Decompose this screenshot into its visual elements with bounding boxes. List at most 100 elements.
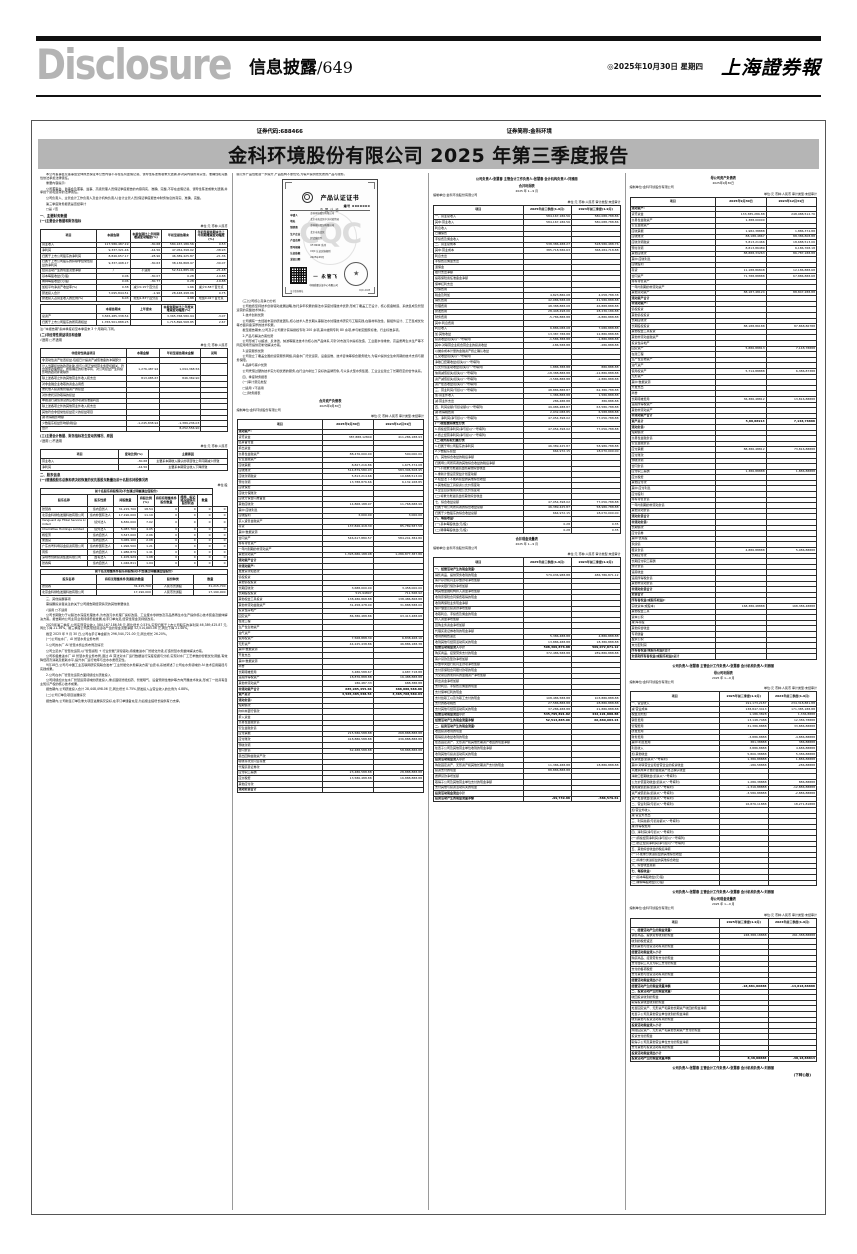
row-value: 4.88	[161, 295, 196, 303]
parent-cash-flow-title: 母公司现金流量表	[710, 897, 737, 902]
row-value-current: 1,386,888.88	[522, 392, 573, 400]
row-value: 1,046,811	[112, 560, 138, 567]
row-label: 对外委托贷款取得的损益	[40, 392, 127, 399]
masthead-top-rule	[36, 36, 821, 41]
row-value-prior: 67,886,888.68	[765, 272, 818, 280]
row-value	[200, 362, 228, 377]
table-row: 1.持续经营净利润(净亏损以"-"号填列) 47,054,398.02 77,056…	[433, 426, 621, 433]
certificate-field: 制造商 金科环境股份有限公司	[290, 224, 370, 229]
row-value-prior	[571, 437, 621, 445]
row-value-prior	[372, 428, 425, 436]
table-row: 其他权益工具投资	[629, 328, 818, 336]
column-3: 公司负责人:张慧春 主管会计工作负责人:张慧春 会计机构负责人:刘雅丽 合并利润…	[428, 173, 625, 1210]
row-value-prior	[765, 440, 818, 448]
row-value-prior: 11,768,688.98	[372, 501, 425, 508]
row-value-prior: 386,888.88	[571, 398, 621, 405]
variance-explanation-table: 项目 变动比例(%) 主要原因 营业收入 -30.68 主要系本期收入确认的项目较上年同期…	[39, 449, 228, 471]
row-value-prior: 77,056,788.88	[571, 426, 621, 433]
row-value-prior	[767, 1033, 817, 1040]
column-header: 项目	[236, 419, 324, 430]
row-value-prior: 1,586,888.88	[571, 392, 621, 400]
security-short-name: 证券简称:金科环境	[506, 129, 552, 135]
section-2-check[interactable]: √适用 □不适用	[40, 338, 62, 343]
row-value-current	[522, 269, 573, 277]
parent-income-statement: 项目 2025年前三季度(1-9月) 2024年前三季度(1-9月) 一、营业收入 19…	[629, 691, 818, 887]
table-row: 预收款项	[629, 457, 818, 465]
paragraph: 本公司董事会及董事会全体成员保证本公告内容不存在任何虚假记载、误导性陈述或者重大…	[40, 173, 228, 180]
column-header: 2024年前三季度(1-9月)	[767, 691, 817, 702]
column-header: 持有有限售条件股份数量	[153, 493, 180, 508]
row-value-prior	[765, 485, 818, 493]
row-value-prior	[372, 495, 425, 503]
column-header: 上年度末	[129, 304, 163, 315]
row-value-prior: 73,816,88888	[765, 446, 818, 453]
row-value-current	[522, 280, 573, 288]
row-label: 净利润	[39, 464, 120, 471]
column-header: 主要原因	[148, 449, 228, 460]
table1-unit: 单位:元 币种:人民币	[200, 224, 228, 229]
row-value-prior	[765, 423, 818, 431]
consolidated-income-statement: 项目 2025年前三季度(1-9月) 2024年前三季度(1-9月) 一、营业总收入 5…	[433, 204, 621, 534]
row-value-current	[322, 786, 374, 794]
table-row: 以摊余成本计量的金融资产终止确认收益	[433, 348, 621, 355]
paragraph: 2025年第三季度,公司实现营业收入 584,167,186.56 元,同比增长…	[40, 622, 228, 631]
row-value-prior	[372, 445, 425, 452]
table-row: 对非金融企业收取的资金占用费	[40, 380, 228, 388]
row-value-current	[719, 1050, 769, 1057]
row-value-prior	[767, 879, 817, 887]
cash-flow-title: 合并现金流量表	[515, 536, 538, 541]
parent-income-period: 2025 年 1—9 月	[712, 675, 735, 680]
row-value-prior: -586,579.61	[571, 795, 621, 803]
row-value: 0	[211, 560, 228, 567]
row-value: -30.63	[129, 258, 163, 269]
column-header: 项目	[39, 449, 120, 460]
column-2: 膜元件产品性能进一步提升,产品结构不断优化,为客户提供更优质的产品与服务。 CQ…	[231, 173, 429, 1210]
table-row: 总资产 3,565,485,338.54 3,365,768,580.94 -3.07	[40, 313, 228, 320]
certificate-field-key: 发证日期	[290, 258, 301, 262]
table-row: 分保费用	[433, 286, 621, 294]
row-value-prior: 1,675,374.08	[372, 462, 425, 469]
income-statement-company: 编制单位:金科环境股份有限公司	[433, 193, 478, 197]
row-value: -30.07	[129, 273, 163, 280]
row-value-prior	[571, 280, 621, 288]
table-row: 合同负债	[629, 463, 818, 470]
row-value	[200, 425, 228, 433]
row-value-current	[719, 879, 769, 887]
row-label: 除上述各项之外的其他营业外收入和支出	[40, 375, 127, 382]
column-header: 2025年前三季度(1-9月)	[719, 917, 769, 929]
certificate-header: 产品认证证书 中国认证	[283, 187, 377, 212]
section-3-check[interactable]: √适用 □不适用	[40, 439, 62, 444]
masthead-cn-label: 信息披露	[249, 58, 317, 78]
table-row: 投资性房地产	[629, 340, 818, 347]
section-4-sub: (一)普通股股东总数和表决权恢复的优先股股东数量及前十名股东持股情况表	[40, 478, 149, 483]
column-header: 本报告期比上年同期增减变动幅度(%)	[129, 229, 163, 243]
certificate-field: 认证依据 CQC 认证实施规则	[290, 250, 370, 255]
row-value-prior: -38,18,88813	[767, 1055, 817, 1063]
masthead-page-number: /649	[317, 58, 353, 77]
row-value-current: 4,823,886.08	[522, 292, 573, 299]
row-value-prior: 6,132,168.85	[372, 479, 425, 486]
row-value-prior	[765, 334, 818, 341]
row-value-prior	[765, 295, 818, 302]
row-label: 研发投入占营业收入的比例(%)	[40, 295, 97, 303]
row-value-current: 46,389,425.87	[522, 504, 573, 512]
table-row: 油气资产	[629, 362, 818, 369]
table-row: 一年内到期的非流动资产	[629, 284, 818, 291]
row-value-current	[522, 320, 573, 327]
row-label: 归属于上市公司股东的所有者权益	[40, 319, 97, 326]
table-row: 2.少数股东损益 664,972.15 18,070,000.00	[433, 448, 621, 456]
paragraph: 四、季度财务报表	[242, 374, 268, 379]
disclosure-logo: Disclosure	[36, 40, 233, 89]
signature-text-final: 公司负责人:张慧春 主管会计工作负责人:张慧春 会计机构负责人:刘雅丽	[672, 1066, 775, 1071]
row-value-current: 47,054,398.02	[522, 499, 573, 506]
table-header-row: 股东名称 持有无限售条件流通股的数量 股份种类 数量	[40, 574, 228, 585]
balance-sheet-unit: 单位:元 币种:人民币 审计类型:未经审计	[371, 414, 424, 419]
paragraph: (一)审计意见类型	[242, 380, 267, 385]
table-row: 货币资金 387,888,12849 411,286,188.93	[236, 434, 425, 441]
masthead-bottom-rule	[36, 95, 821, 97]
row-value-prior: 63,586,788.88	[571, 404, 621, 411]
paragraph: 需提醒投资者关注的关于公司报告期经营情况的其他重要信息	[46, 602, 130, 607]
row-value-current: 13,387,788.88	[522, 331, 573, 338]
paragraph: 4.品牌与客户优势	[242, 363, 268, 368]
row-value-prior	[571, 252, 621, 260]
